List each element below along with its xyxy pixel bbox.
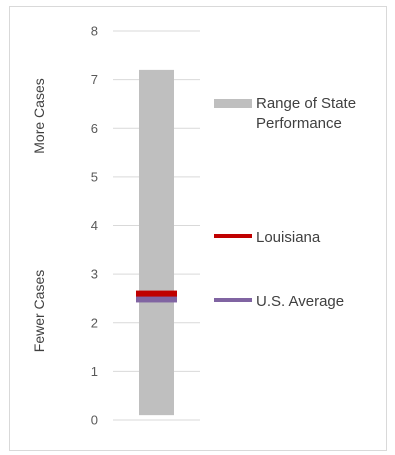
legend-swatch-louisiana [214,234,252,238]
y-tick-label: 0 [91,413,98,428]
legend: Range of State Performance Louisiana U.S… [214,95,360,310]
y-tick-label: 8 [91,24,98,39]
legend-label-range-line2: Performance [256,115,342,132]
more-cases-label: More Cases [31,78,47,153]
legend-label-range-line1: Range of State [256,95,356,112]
legend-label-us-average: U.S. Average [256,293,344,310]
y-axis-tick-labels: 0 1 2 3 4 5 6 7 8 [91,24,98,428]
y-tick-label: 4 [91,218,98,233]
legend-label-range: Range of State Performance [256,95,360,132]
y-tick-label: 5 [91,169,98,184]
y-tick-label: 7 [91,72,98,87]
range-bar-group [139,69,174,416]
legend-label-louisiana: Louisiana [256,229,321,246]
y-tick-label: 1 [91,364,98,379]
chart-border [9,6,387,451]
marker-u-s-average [136,294,177,303]
y-tick-label: 3 [91,267,98,282]
legend-swatch-us-average [214,298,252,302]
marker-louisiana [136,290,177,297]
range-of-state-performance-bar [139,69,174,416]
fewer-cases-label: Fewer Cases [31,270,47,352]
marker-group [136,290,177,303]
y-tick-label: 6 [91,121,98,136]
y-tick-label: 2 [91,315,98,330]
legend-swatch-range [214,99,252,108]
